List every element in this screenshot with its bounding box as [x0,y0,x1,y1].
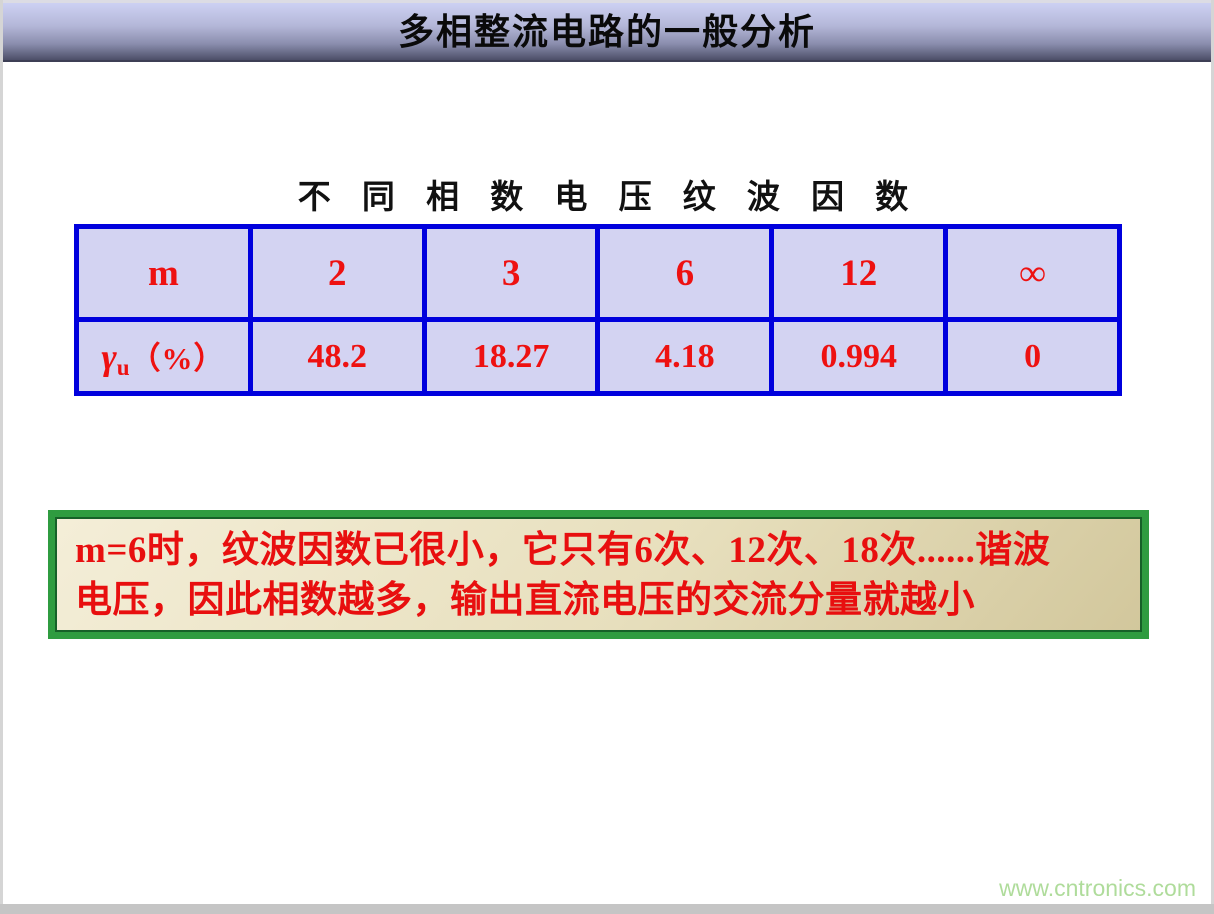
table-title: 不 同 相 数 电 压 纹 波 因 数 [297,178,917,215]
table-cell-value-inf: 0 [943,317,1122,396]
slide-border-right [1211,0,1214,904]
gamma-subscript: u [116,354,130,380]
table-cell-m6: 6 [595,224,775,322]
note-line-1: m=6时，纹波因数已很小，它只有6次、12次、18次......谐波 [75,530,1051,571]
table-cell-value-m2: 48.2 [247,317,427,396]
table-header-row: m 2 3 6 12 ∞ [74,224,1122,322]
gamma-symbol: γ [101,336,117,378]
table-cell-m-label: m [74,224,253,322]
table-cell-value-m6: 4.18 [595,317,775,396]
table-cell-gamma-label: γu（%） [74,317,253,396]
slide-border-left [0,0,3,904]
note-line-2: 电压，因此相数越多，输出直流电压的交流分量就越小 [75,580,975,621]
table-cell-m2: 2 [247,224,427,322]
table-cell-infinity: ∞ [943,224,1122,322]
header-bar: 多相整流电路的一般分析 [3,3,1211,62]
slide-border-top [0,0,1214,3]
page-title: 多相整流电路的一般分析 [397,10,816,52]
note-box: m=6时，纹波因数已很小，它只有6次、12次、18次......谐波 电压，因此… [48,510,1149,639]
table-cell-value-m12: 0.994 [769,317,949,396]
table-cell-m12: 12 [769,224,949,322]
table-value-row: γu（%） 48.2 18.27 4.18 0.994 0 [74,317,1122,396]
slide-border-bottom [0,904,1214,914]
table-cell-value-m3: 18.27 [421,317,601,396]
gamma-unit: （%） [129,340,226,376]
table-cell-m3: 3 [421,224,601,322]
watermark: www.cntronics.com [999,875,1196,901]
ripple-factor-table: m 2 3 6 12 ∞ γu（%） 48.2 18.27 4.18 0.994… [74,224,1122,396]
